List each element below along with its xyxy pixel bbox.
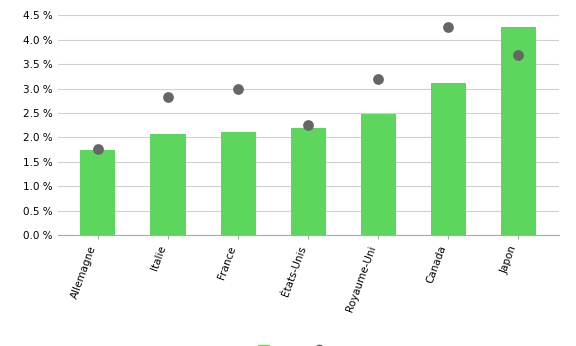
Point: [304, 122, 313, 128]
Bar: [221, 131, 256, 235]
Point: [233, 86, 242, 92]
Bar: [361, 114, 396, 235]
Point: [374, 76, 383, 82]
Bar: [150, 134, 185, 235]
Bar: [291, 128, 325, 235]
Point: [514, 53, 523, 58]
Point: [93, 146, 103, 152]
Bar: [81, 150, 115, 235]
Bar: [501, 27, 536, 235]
Bar: [431, 83, 466, 235]
Point: [444, 25, 453, 30]
Legend: 2015, 2000: 2015, 2000: [253, 340, 363, 346]
Point: [164, 95, 173, 100]
